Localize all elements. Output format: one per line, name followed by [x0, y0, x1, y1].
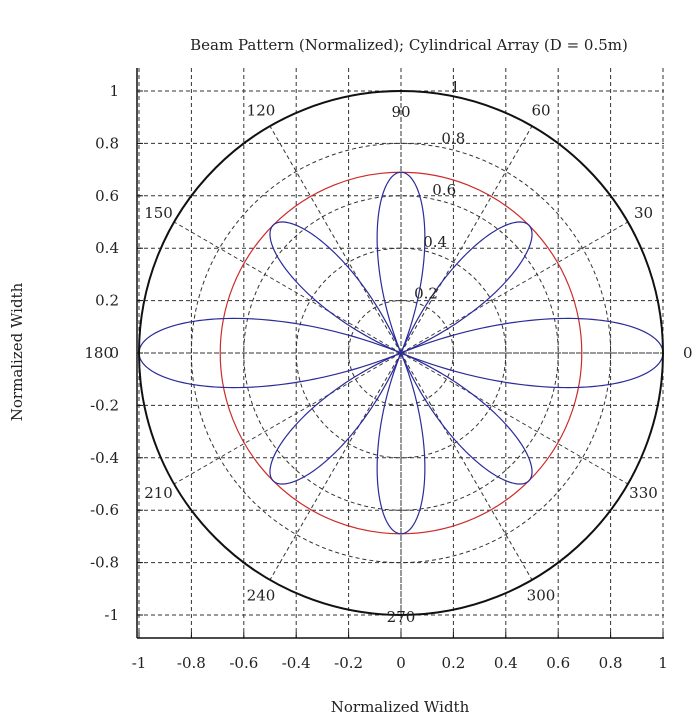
angular-gridline	[269, 125, 402, 354]
y-tick-label: 1	[109, 82, 119, 100]
angular-gridline	[173, 352, 402, 485]
beam-lobe	[269, 352, 402, 485]
angle-labels: 0 30 60 90 120 150 180 210 240 270 300 330	[84, 102, 692, 626]
x-tick-label: -0.2	[334, 654, 363, 672]
y-tick-label: 0.6	[95, 187, 119, 205]
angle-label: 210	[144, 484, 173, 502]
angle-label: 300	[527, 586, 556, 604]
y-tick-labels: 1 0.8 0.6 0.4 0.2 0 -0.2 -0.4 -0.6 -0.8 -1	[90, 82, 119, 624]
angle-label: 60	[531, 102, 550, 120]
x-tick-label: 0.8	[599, 654, 623, 672]
x-tick-labels: -1 -0.8 -0.6 -0.4 -0.2 0 0.2 0.4 0.6 0.8 1	[132, 654, 668, 672]
y-axis-title: Normalized Width	[8, 282, 26, 421]
x-tick-label: 0	[396, 654, 406, 672]
angular-gridline	[400, 125, 533, 354]
beam-lobe	[400, 352, 533, 485]
angle-label: 240	[247, 586, 276, 604]
angle-label: 120	[247, 102, 276, 120]
angular-gridline	[173, 221, 402, 354]
chart-title: Beam Pattern (Normalized); Cylindrical A…	[190, 36, 628, 54]
x-tick-label: -0.8	[177, 654, 206, 672]
radial-tick-label: 0.2	[414, 284, 438, 302]
radial-tick-label: 1	[450, 78, 460, 96]
angle-label: 270	[387, 608, 416, 626]
x-tick-label: -0.6	[229, 654, 258, 672]
angle-label: 150	[144, 204, 173, 222]
beam-lobe	[400, 221, 533, 354]
radial-tick-labels: 0.2 0.4 0.6 0.8 1	[414, 78, 465, 302]
radial-gridline	[190, 142, 612, 564]
beam-lobe	[376, 352, 426, 535]
x-tick-label: 0.4	[494, 654, 518, 672]
axes	[136, 68, 664, 639]
x-tick-label: 0.6	[546, 654, 570, 672]
x-tick-label: -1	[132, 654, 147, 672]
angle-label: 330	[629, 484, 658, 502]
y-tick-label: -1	[104, 606, 119, 624]
radial-gridline	[295, 247, 507, 459]
radial-tick-label: 0.4	[423, 233, 447, 251]
radial-tick-label: 0.8	[441, 130, 465, 148]
beam-lobe	[376, 171, 426, 354]
x-tick-label: 1	[658, 654, 668, 672]
y-tick-label: -0.6	[90, 501, 119, 519]
y-tick-label: -0.8	[90, 554, 119, 572]
x-axis-title: Normalized Width	[331, 698, 470, 716]
angular-gridline	[400, 352, 533, 581]
angular-gridline	[400, 352, 629, 485]
x-tick-label: 0.2	[441, 654, 465, 672]
angular-gridline	[269, 352, 402, 581]
angle-label: 30	[634, 204, 653, 222]
angular-grid-spokes	[139, 91, 663, 615]
beam-lobe	[269, 221, 402, 354]
y-tick-label: -0.2	[90, 396, 119, 414]
angular-gridline	[400, 221, 629, 354]
angle-label: 0	[683, 344, 693, 362]
x-tick-label: -0.4	[282, 654, 311, 672]
y-tick-label: 0	[109, 344, 119, 362]
angle-label: 180	[84, 344, 113, 362]
radial-tick-label: 0.6	[432, 181, 456, 199]
y-tick-label: 0.8	[95, 134, 119, 152]
angle-label: 90	[391, 103, 410, 121]
y-tick-label: 0.4	[95, 239, 119, 257]
y-tick-label: -0.4	[90, 449, 119, 467]
y-tick-label: 0.2	[95, 292, 119, 310]
